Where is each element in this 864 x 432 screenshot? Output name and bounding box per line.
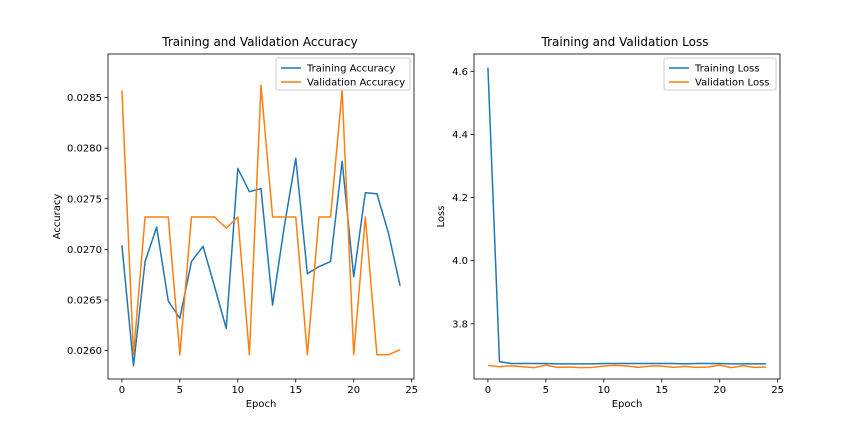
loss-legend-label-training: Training Loss [694,64,760,75]
loss-chart: Training and Validation Loss 0 5 10 15 20 25 3… [436,35,784,410]
loss-legend-entry-training: Training Loss [669,64,760,75]
accuracy-legend-entry-training: Training Accuracy [281,64,395,75]
accuracy-y-axis-label: Accuracy [52,194,63,240]
accuracy-legend-box [275,57,411,91]
loss-series-line-training [487,67,767,365]
loss-y-tick-label: 4.4 [452,130,468,141]
accuracy-x-tick-label: 0 [119,385,125,396]
accuracy-y-tick-label: 0.0260 [67,346,102,357]
accuracy-x-tick-label: 10 [231,385,244,396]
accuracy-plot-area: 0 5 10 15 20 25 0.0260 0.0265 0.0270 0.0275 0.0280… [67,53,418,396]
accuracy-ticks: 0 5 10 15 20 25 0.0260 0.0265 0.0270 0.0275 0.0280… [67,93,418,396]
accuracy-y-tick-label: 0.0285 [67,93,102,104]
loss-ticks: 0 5 10 15 20 25 3.8 4.0 4.2 4.4 4.6 [452,67,784,396]
loss-x-tick-label: 10 [597,385,610,396]
accuracy-series [121,84,401,367]
accuracy-legend-entry-validation: Validation Accuracy [281,78,405,89]
loss-y-tick-label: 4.6 [452,67,468,78]
accuracy-series-line-validation [121,84,401,356]
accuracy-y-tick-label: 0.0270 [67,245,102,256]
loss-x-tick-label: 20 [713,385,726,396]
accuracy-y-tick-label: 0.0280 [67,144,102,155]
loss-legend-label-validation: Validation Loss [695,78,770,89]
loss-y-axis-label: Loss [436,206,447,228]
loss-x-axis-label: Epoch [612,399,643,410]
accuracy-x-axis-label: Epoch [246,399,277,410]
loss-axes-frame [473,53,781,380]
loss-legend: Training Loss Validation Loss [663,57,777,91]
accuracy-legend-label-validation: Validation Accuracy [307,78,405,89]
loss-series [487,67,767,369]
accuracy-x-tick-label: 5 [177,385,183,396]
accuracy-x-tick-label: 20 [347,385,360,396]
loss-series-line-validation [487,364,767,369]
loss-y-tick-label: 4.2 [452,193,468,204]
loss-x-tick-label: 25 [771,385,784,396]
accuracy-y-tick-label: 0.0265 [67,296,102,307]
loss-chart-title: Training and Validation Loss [541,35,709,49]
loss-legend-box [663,57,777,91]
loss-y-tick-label: 3.8 [452,319,468,330]
accuracy-axes-frame [107,53,415,380]
loss-x-tick-label: 5 [543,385,549,396]
accuracy-y-tick-label: 0.0275 [67,194,102,205]
loss-plot-area: 0 5 10 15 20 25 3.8 4.0 4.2 4.4 4.6 [452,53,784,396]
loss-legend-entry-validation: Validation Loss [669,78,770,89]
accuracy-chart: Training and Validation Accuracy 0 5 10 15 2… [52,35,418,410]
accuracy-chart-title: Training and Validation Accuracy [161,35,357,49]
accuracy-legend: Training Accuracy Validation Accuracy [275,57,411,91]
accuracy-x-tick-label: 15 [289,385,302,396]
accuracy-series-line-training [121,157,401,367]
loss-y-tick-label: 4.0 [452,256,468,267]
loss-x-tick-label: 15 [655,385,668,396]
accuracy-legend-label-training: Training Accuracy [306,64,395,75]
loss-x-tick-label: 0 [485,385,491,396]
accuracy-x-tick-label: 25 [405,385,418,396]
